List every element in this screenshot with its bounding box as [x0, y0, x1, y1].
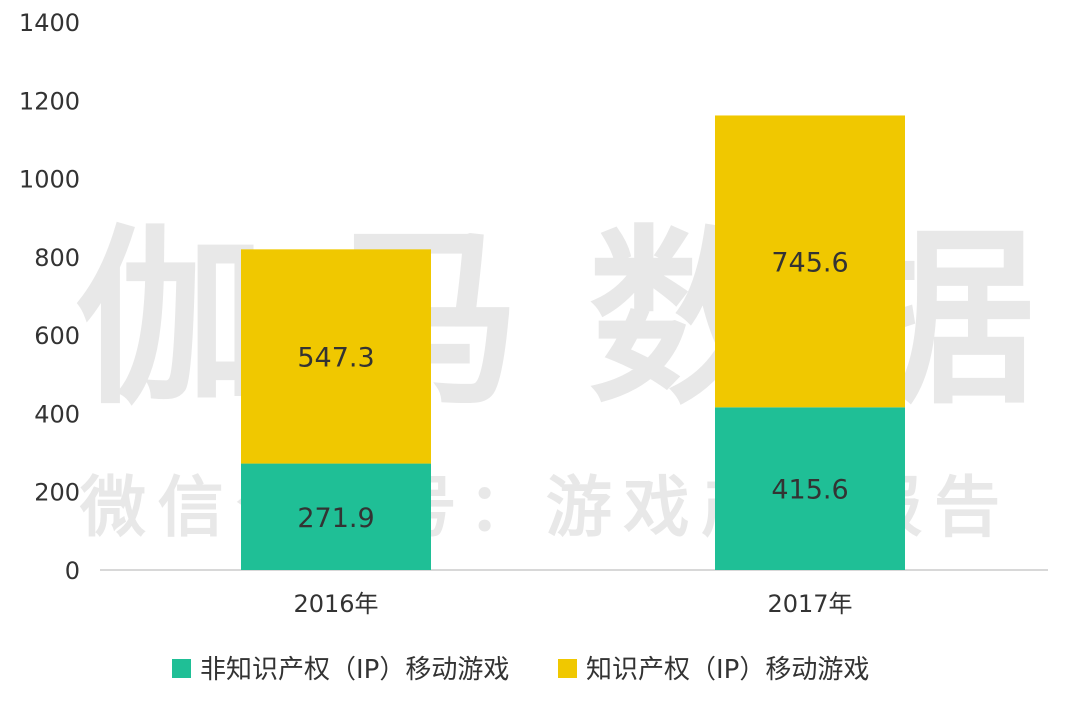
legend-label: 非知识产权（IP）移动游戏 [200, 655, 509, 685]
y-tick-label: 1200 [19, 87, 80, 115]
data-label: 745.6 [771, 247, 848, 278]
x-tick-label: 2017年 [767, 590, 852, 618]
data-label: 547.3 [297, 342, 374, 373]
legend: 非知识产权（IP）移动游戏 知识产权（IP）移动游戏 [172, 655, 869, 685]
x-tick-label: 2016年 [293, 590, 378, 618]
y-tick-label: 200 [34, 479, 80, 507]
bars [241, 115, 905, 570]
legend-swatch [558, 659, 577, 678]
bar-segment [241, 463, 431, 570]
data-labels: 271.9 547.3 415.6 745.6 [297, 247, 848, 533]
legend-label: 知识产权（IP）移动游戏 [586, 655, 869, 685]
x-axis-labels: 2016年 2017年 [293, 590, 852, 618]
bar-segment [241, 249, 431, 464]
y-tick-label: 800 [34, 244, 80, 272]
y-tick-label: 400 [34, 400, 80, 428]
y-tick-label: 600 [34, 322, 80, 350]
data-label: 415.6 [771, 475, 848, 506]
data-label: 271.9 [297, 503, 374, 534]
y-tick-label: 0 [65, 557, 80, 585]
bar-segment [715, 407, 905, 570]
y-tick-label: 1000 [19, 166, 80, 194]
legend-swatch [172, 659, 191, 678]
bar-segment [715, 115, 905, 408]
y-axis-ticks: 0 200 400 600 800 1000 1200 1400 [19, 9, 80, 585]
y-tick-label: 1400 [19, 9, 80, 37]
